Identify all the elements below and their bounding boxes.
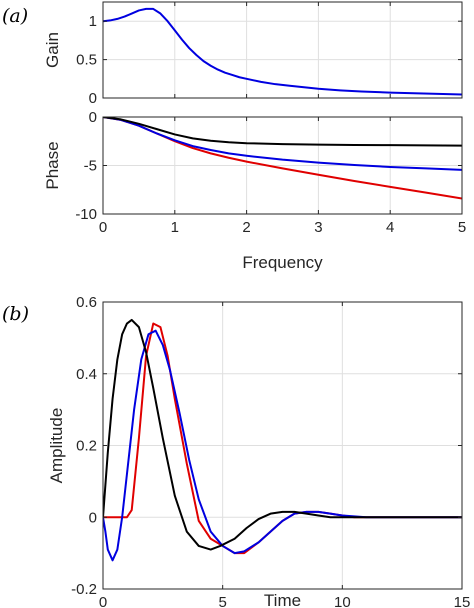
gain-ytick-label-1: 0.5 [76,52,97,69]
amplitude-series-line-2 [103,318,462,551]
amplitude-xtick-label-0: 0 [99,594,107,608]
amplitude-ytick-label-3: 0.4 [76,366,97,383]
gain-ytick-label-2: 1 [89,13,97,30]
gain-series-line-0 [103,7,462,96]
phase-series-line-1 [103,117,462,171]
gain-ytick-label-0: 0 [89,90,97,107]
gain-axes-frame [102,1,463,99]
phase-ytick-label-2: 0 [89,109,97,126]
amplitude-x-axis-label: Time [264,591,301,608]
panel-label-a: (a) [2,5,28,27]
amplitude-ytick-label-1: 0 [89,509,97,526]
panel-label-b: (b) [2,303,29,325]
phase-xtick-label-3: 3 [314,219,322,236]
phase-xtick-label-2: 2 [242,219,250,236]
amplitude-series-line-1 [103,329,462,562]
amplitude-ytick-label-0: -0.2 [71,581,97,598]
phase-xtick-label-0: 0 [99,219,107,236]
amplitude-xtick-label-1: 5 [218,594,226,608]
amplitude-xtick-label-3: 15 [454,594,471,608]
phase-chart: 0 1 2 3 4 5 -10 -5 0 Phase Frequency [43,109,466,272]
phase-x-axis-label: Frequency [242,253,323,272]
amplitude-ytick-label-4: 0.6 [76,294,97,311]
gain-chart: 0 0.5 1 Gain [43,1,463,107]
phase-ytick-label-0: -10 [75,206,97,223]
phase-xtick-label-1: 1 [171,219,179,236]
amplitude-series-line-0 [103,322,462,555]
phase-ytick-label-1: -5 [84,158,97,175]
phase-y-axis-label: Phase [43,141,62,189]
amplitude-ytick-label-2: 0.2 [76,438,97,455]
phase-xtick-label-5: 5 [458,219,466,236]
amplitude-y-axis-label: Amplitude [47,408,66,484]
gain-y-axis-label: Gain [43,32,62,68]
phase-series-line-2 [103,117,462,147]
amplitude-xtick-label-2: 10 [334,594,351,608]
phase-xtick-label-4: 4 [386,219,394,236]
